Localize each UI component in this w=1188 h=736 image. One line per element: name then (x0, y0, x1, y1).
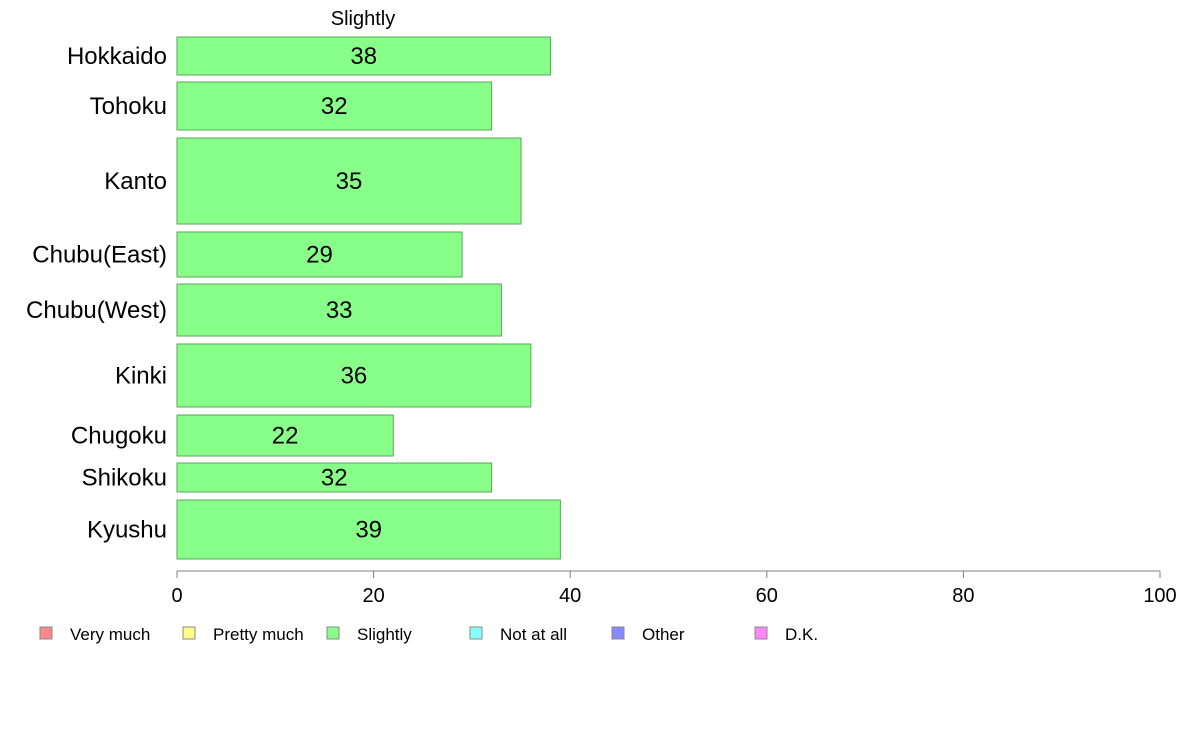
x-tick-label: 40 (559, 585, 581, 607)
x-tick-label: 60 (756, 585, 778, 607)
data-label: 38 (350, 43, 377, 70)
x-tick-label: 0 (171, 585, 182, 607)
legend-label: D.K. (785, 625, 818, 644)
legend-swatch (326, 626, 340, 640)
legend-swatch (182, 626, 196, 640)
bar-shikoku (176, 462, 493, 493)
legend-label: Pretty much (213, 625, 304, 644)
bar-kanto (176, 137, 522, 225)
bar-kyushu (176, 499, 561, 560)
data-label: 32 (321, 93, 348, 120)
legend: Very much Pretty much Slightly Not at all Ot… (39, 625, 818, 644)
legend-swatch (754, 626, 768, 640)
category-label: Kinki (115, 363, 167, 390)
legend-label: Other (642, 625, 685, 644)
bar-hokkaido (176, 36, 552, 76)
x-tick-label: 100 (1143, 585, 1176, 607)
bar-chubu-east- (176, 231, 463, 278)
data-label: 22 (272, 423, 299, 450)
legend-swatch (469, 626, 483, 640)
data-label: 33 (326, 297, 353, 324)
bar-tohoku (176, 81, 493, 131)
legend-swatch (39, 626, 53, 640)
legend-label: Very much (70, 625, 150, 644)
category-label: Hokkaido (67, 43, 167, 70)
data-label: 35 (336, 168, 363, 195)
bar-chubu-west- (176, 283, 502, 337)
bar-chugoku (176, 414, 394, 457)
category-label: Chugoku (71, 423, 167, 450)
x-axis: 0 20 40 60 80 100 (171, 570, 1177, 607)
category-label: Kanto (104, 168, 167, 195)
category-labels: Hokkaido Tohoku Kanto Chubu(East) Chubu(West… (26, 43, 167, 544)
data-label: 39 (355, 517, 382, 544)
x-tick-label: 80 (952, 585, 974, 607)
category-label: Kyushu (87, 517, 167, 544)
data-label: 36 (341, 363, 368, 390)
data-label: 32 (321, 465, 348, 492)
category-label: Chubu(West) (26, 297, 167, 324)
chart-title: Slightly (331, 8, 395, 30)
category-label: Shikoku (82, 465, 167, 492)
bar-kinki (176, 343, 532, 408)
data-label: 29 (306, 242, 333, 269)
legend-label: Slightly (357, 625, 412, 644)
category-label: Chubu(East) (32, 242, 167, 269)
x-tick-label: 20 (362, 585, 384, 607)
category-label: Tohoku (90, 93, 167, 120)
legend-label: Not at all (500, 625, 567, 644)
bars-group (176, 36, 561, 560)
legend-swatch (611, 626, 625, 640)
